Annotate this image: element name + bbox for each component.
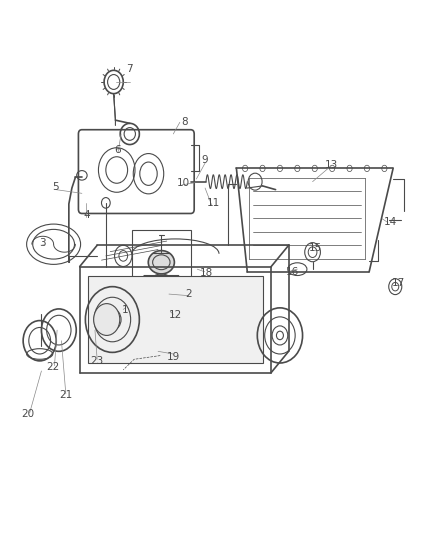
Text: 8: 8 — [181, 117, 187, 127]
Text: 15: 15 — [309, 243, 322, 253]
Bar — [88, 276, 263, 363]
Text: 4: 4 — [83, 209, 89, 220]
Text: 2: 2 — [185, 289, 192, 299]
Text: 22: 22 — [46, 362, 60, 372]
Text: 14: 14 — [384, 217, 398, 228]
Text: 6: 6 — [115, 145, 121, 155]
Ellipse shape — [94, 304, 120, 335]
Bar — [132, 230, 191, 294]
Text: 21: 21 — [59, 390, 72, 400]
Text: 11: 11 — [207, 198, 220, 208]
Text: 10: 10 — [177, 177, 190, 188]
Text: 18: 18 — [199, 268, 212, 278]
Text: 7: 7 — [127, 64, 133, 74]
Text: 12: 12 — [169, 310, 182, 320]
Text: 3: 3 — [39, 238, 46, 248]
Text: 1: 1 — [122, 305, 129, 315]
Text: 17: 17 — [392, 278, 405, 288]
Polygon shape — [144, 276, 179, 285]
Ellipse shape — [148, 251, 174, 274]
Text: 9: 9 — [202, 156, 208, 165]
Text: 13: 13 — [325, 160, 338, 169]
Text: 20: 20 — [21, 409, 34, 419]
Text: 19: 19 — [167, 352, 180, 361]
Text: 5: 5 — [53, 182, 59, 192]
Text: 16: 16 — [286, 267, 299, 277]
Text: 23: 23 — [91, 356, 104, 366]
